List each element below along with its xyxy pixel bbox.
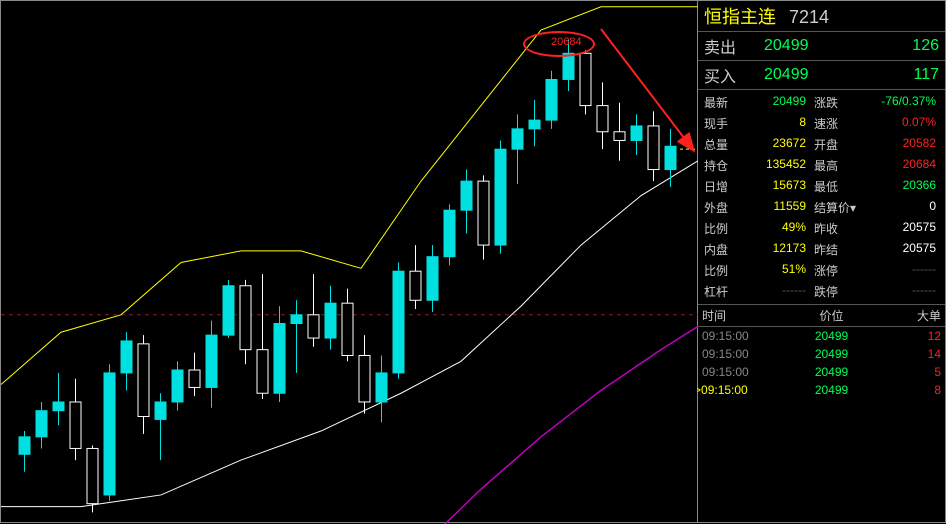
grid-value: 20499 — [742, 92, 812, 113]
grid-label: 结算价▾ — [812, 197, 862, 218]
grid-label: 最新 — [702, 92, 742, 113]
grid-value: 8 — [742, 113, 812, 134]
grid-label: 涨跌 — [812, 92, 862, 113]
tick-vol: 8 — [881, 383, 941, 397]
tick-price: 20499 — [782, 365, 881, 379]
instrument-name: 恒指主连 — [704, 7, 776, 27]
tick-list: 09:15:00204991209:15:00204991409:15:0020… — [698, 327, 945, 399]
grid-value: 0 — [862, 197, 942, 218]
grid-value: 20366 — [862, 176, 942, 197]
grid-value: 20575 — [862, 218, 942, 239]
grid-value: 0.07% — [862, 113, 942, 134]
grid-value: 20684 — [862, 155, 942, 176]
tick-vol: 5 — [881, 365, 941, 379]
grid-value: ------ — [862, 281, 942, 302]
tick-vol: 12 — [881, 329, 941, 343]
grid-label: 涨停 — [812, 260, 862, 281]
grid-label: 现手 — [702, 113, 742, 134]
tick-time: 09:15:00 — [702, 383, 782, 397]
grid-label: 外盘 — [702, 197, 742, 218]
tick-header-vol: 大单 — [881, 307, 941, 324]
grid-label: 内盘 — [702, 239, 742, 260]
tick-row: 09:15:002049914 — [698, 345, 945, 363]
grid-value: ------ — [742, 281, 812, 302]
instrument-code: 7214 — [789, 7, 829, 27]
grid-label: 速涨 — [812, 113, 862, 134]
grid-label: 总量 — [702, 134, 742, 155]
grid-label: 比例 — [702, 260, 742, 281]
sell-price: 20499 — [744, 37, 879, 55]
tick-row: 09:15:00204995 — [698, 363, 945, 381]
grid-value: 51% — [742, 260, 812, 281]
tick-time: 09:15:00 — [702, 347, 782, 361]
grid-label: 跌停 — [812, 281, 862, 302]
candlestick-chart[interactable]: 20684 — [0, 0, 697, 523]
grid-value: 23672 — [742, 134, 812, 155]
grid-value: 49% — [742, 218, 812, 239]
sell-label: 卖出 — [704, 34, 744, 58]
grid-label: 最低 — [812, 176, 862, 197]
grid-label: 比例 — [702, 218, 742, 239]
grid-value: ------ — [862, 260, 942, 281]
quote-panel: 恒指主连 7214 卖出 20499 126 买入 20499 117 最新20… — [697, 0, 946, 523]
grid-label: 最高 — [812, 155, 862, 176]
grid-label: 杠杆 — [702, 281, 742, 302]
tick-row: 09:15:002049912 — [698, 327, 945, 345]
buy-row[interactable]: 买入 20499 117 — [698, 61, 945, 90]
tick-time: 09:15:00 — [702, 365, 782, 379]
tick-header-time: 时间 — [702, 307, 782, 324]
grid-label: 持仓 — [702, 155, 742, 176]
tick-vol: 14 — [881, 347, 941, 361]
grid-value: 11559 — [742, 197, 812, 218]
instrument-title: 恒指主连 7214 — [698, 1, 945, 32]
grid-label: 昨收 — [812, 218, 862, 239]
grid-value: 20582 — [862, 134, 942, 155]
grid-label: 日增 — [702, 176, 742, 197]
sell-volume: 126 — [879, 37, 939, 55]
tick-time: 09:15:00 — [702, 329, 782, 343]
buy-label: 买入 — [704, 63, 744, 87]
tick-row: 09:15:00204998 — [698, 381, 945, 399]
tick-price: 20499 — [782, 383, 881, 397]
tick-price: 20499 — [782, 347, 881, 361]
tick-header: 时间 价位 大单 — [698, 304, 945, 327]
sell-row[interactable]: 卖出 20499 126 — [698, 32, 945, 61]
grid-value: 20575 — [862, 239, 942, 260]
buy-price: 20499 — [744, 66, 879, 84]
tick-price: 20499 — [782, 329, 881, 343]
grid-label: 昨结 — [812, 239, 862, 260]
grid-label: 开盘 — [812, 134, 862, 155]
buy-volume: 117 — [879, 66, 939, 84]
grid-value: 12173 — [742, 239, 812, 260]
grid-value: -76/0.37% — [862, 92, 942, 113]
grid-value: 15673 — [742, 176, 812, 197]
grid-value: 135452 — [742, 155, 812, 176]
quote-data-grid: 最新20499涨跌-76/0.37%现手8速涨0.07%总量23672开盘205… — [698, 90, 945, 304]
tick-header-price: 价位 — [782, 307, 881, 324]
